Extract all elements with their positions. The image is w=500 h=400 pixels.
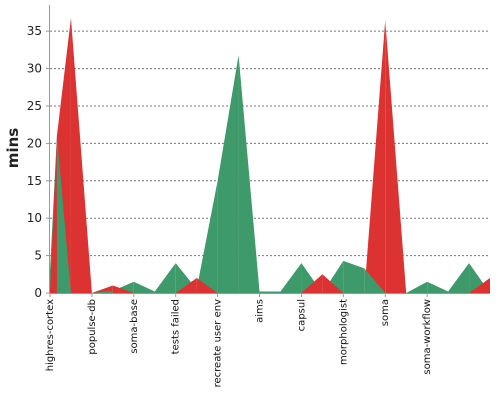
red-area-segment [469, 278, 490, 293]
red-area-segment [112, 285, 134, 293]
x-tick-labels: highres-cortex populse-db soma-base tests f… [45, 299, 433, 387]
x-tick-label: recreate user env [213, 299, 224, 387]
green-area-segment [217, 55, 239, 294]
x-tick-label: tests failed [171, 299, 182, 354]
y-tick-label: 5 [34, 249, 42, 263]
green-area-segment [154, 263, 176, 293]
y-tick-label: 35 [27, 24, 42, 38]
x-tick-label: populse-db [87, 299, 98, 355]
x-tick-label: highres-cortex [45, 299, 56, 371]
x-tick-label: soma [380, 299, 391, 326]
y-tick-labels: 0 5 10 15 20 25 30 35 [27, 24, 42, 300]
areas [50, 17, 490, 294]
green-area-segment [448, 263, 470, 293]
green-area-segment [427, 281, 449, 293]
red-area-segment [364, 19, 386, 294]
green-area-segment [343, 260, 365, 293]
green-area-segment [259, 291, 281, 293]
green-area-segment [301, 263, 323, 293]
x-tick-label: morphologist [338, 299, 349, 365]
red-area-segment [385, 19, 407, 294]
red-area-segment [196, 278, 218, 293]
green-area-segment [196, 180, 218, 293]
green-area-segment [133, 281, 155, 293]
green-area-segment [364, 268, 386, 293]
grid-lines [50, 30, 490, 257]
red-area-segment [50, 135, 57, 293]
green-area-segment [91, 290, 113, 293]
green-area-segment [469, 263, 490, 293]
x-tick-label: soma-base [129, 299, 140, 354]
y-tick-label: 10 [27, 211, 42, 225]
y-tick-label: 25 [27, 99, 42, 113]
x-tick-label: soma-workflow [422, 299, 433, 375]
y-tick-label: 15 [27, 174, 42, 188]
x-tick-label: capsul [296, 299, 307, 331]
y-tick-label: 20 [27, 136, 42, 150]
axes [46, 5, 490, 297]
red-area-segment [70, 17, 92, 293]
red-area-segment [322, 274, 344, 293]
green-area-segment [322, 260, 344, 293]
green-area-segment [238, 55, 260, 294]
red-area-segment [175, 278, 197, 293]
green-area-segment [406, 281, 428, 293]
y-tick-label: 30 [27, 62, 42, 76]
red-area-segment [301, 274, 323, 293]
x-tick-label: aims [255, 299, 266, 323]
y-tick-label: 0 [34, 286, 42, 300]
green-area-segment [280, 263, 302, 293]
green-area-segment [56, 135, 71, 293]
red-area-segment [91, 285, 113, 293]
y-axis-label: mins [4, 128, 22, 168]
